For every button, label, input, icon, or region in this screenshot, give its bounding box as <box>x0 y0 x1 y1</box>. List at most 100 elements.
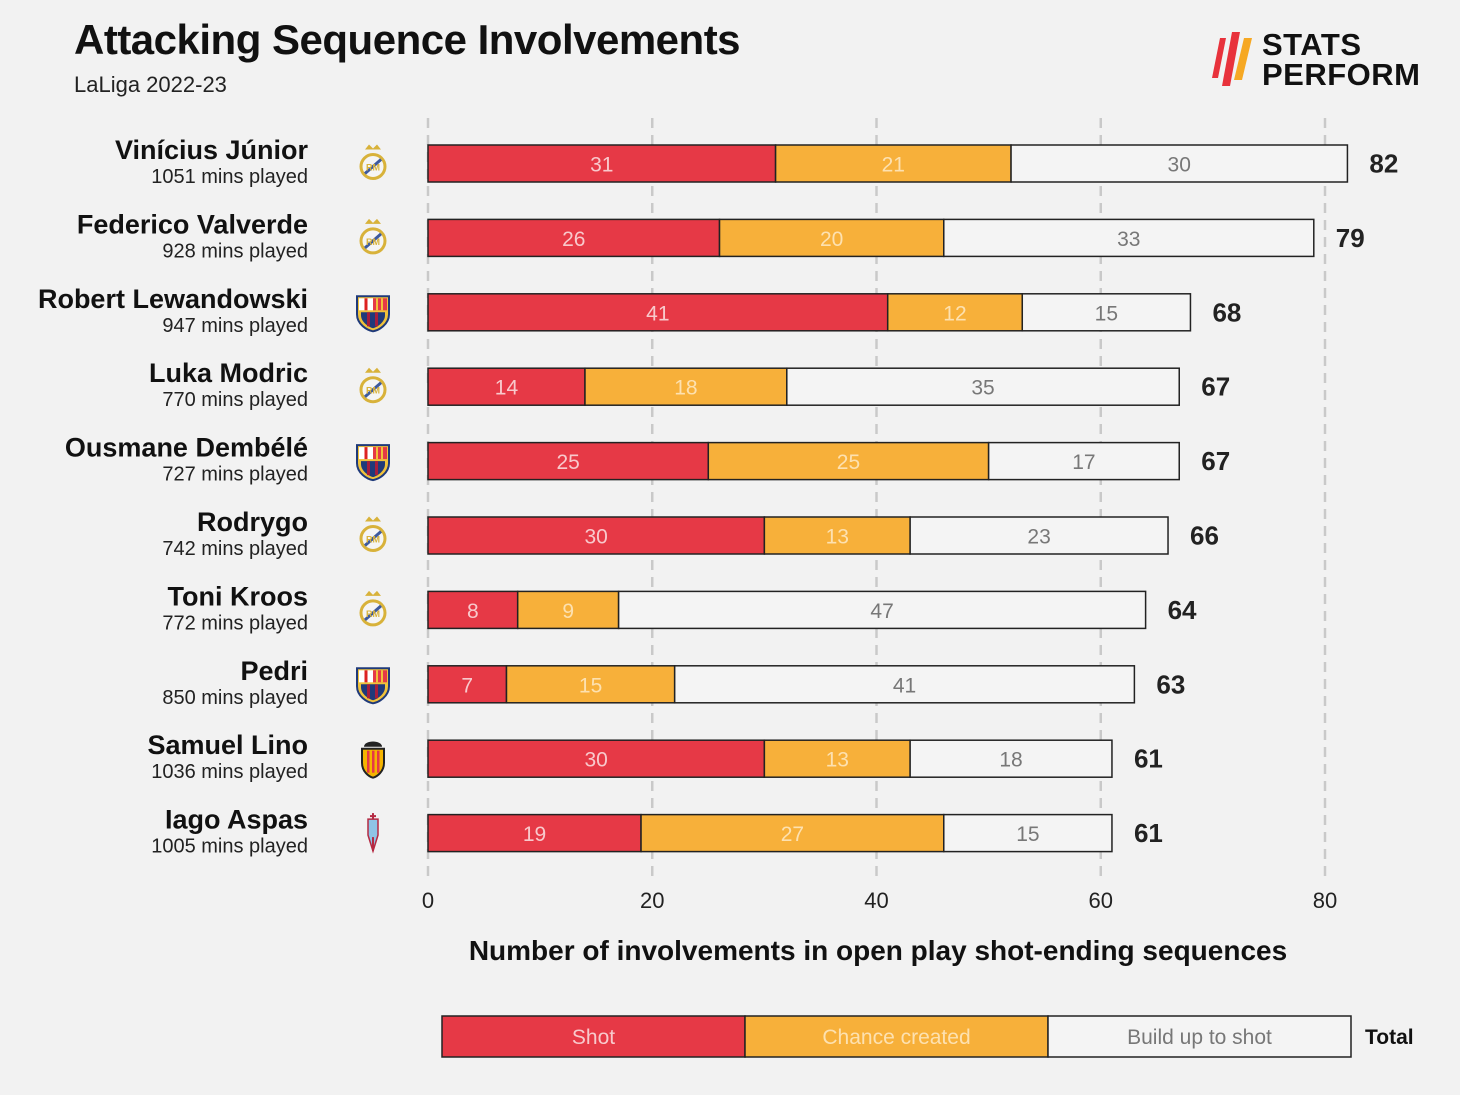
player-name: Vinícius Júnior <box>115 135 309 165</box>
player-mins-played: 1051 mins played <box>151 166 308 188</box>
total-value-label: 61 <box>1134 744 1163 774</box>
bar-segment-build-up-to-shot <box>617 590 1147 630</box>
bar-segment-shot <box>427 441 710 481</box>
legend-label: Shot <box>572 1026 615 1049</box>
real-madrid-crest-icon: RM <box>359 144 387 180</box>
total-value-label: 64 <box>1168 595 1197 625</box>
total-value-label: 67 <box>1201 446 1230 476</box>
player-name: Federico Valverde <box>77 209 308 239</box>
segment-value-label: 15 <box>579 674 602 697</box>
player-name: Robert Lewandowski <box>38 284 308 314</box>
segment-value-label: 25 <box>837 451 860 474</box>
segment-value-label: 30 <box>1168 154 1191 177</box>
segment-value-label: 15 <box>1016 823 1039 846</box>
valencia-crest-icon <box>361 741 385 779</box>
bar-segment-build-up-to-shot <box>943 813 1113 853</box>
player-mins-played: 772 mins played <box>162 612 308 634</box>
segment-value-label: 33 <box>1117 228 1140 251</box>
segment-value-label: 12 <box>943 302 966 325</box>
svg-text:RM: RM <box>366 535 380 545</box>
segment-value-label: 15 <box>1095 302 1118 325</box>
bar-segment-chance-created <box>640 813 945 853</box>
real-madrid-crest-icon: RM <box>359 367 387 404</box>
x-tick-label: 0 <box>422 888 434 913</box>
bar-segment-chance-created <box>516 590 620 630</box>
player-mins-played: 727 mins played <box>162 464 308 486</box>
bar-segment-chance-created <box>763 739 911 778</box>
segment-value-label: 35 <box>971 377 994 400</box>
bar-segment-chance-created <box>763 516 911 555</box>
segment-value-label: 23 <box>1027 526 1050 549</box>
bar-segment-build-up-to-shot <box>909 516 1169 555</box>
segment-value-label: 21 <box>882 154 905 177</box>
bar-segment-build-up-to-shot <box>1010 144 1349 183</box>
logo-line2: PERFORM <box>1262 57 1421 92</box>
svg-text:RM: RM <box>366 163 380 173</box>
player-mins-played: 1005 mins played <box>151 836 308 858</box>
barcelona-crest-icon <box>356 444 390 482</box>
player-mins-played: 947 mins played <box>162 315 308 337</box>
legend-label: Build up to shot <box>1127 1026 1272 1049</box>
bar-segment-shot <box>427 144 777 183</box>
segment-value-label: 7 <box>461 674 473 697</box>
segment-value-label: 41 <box>646 302 669 325</box>
bar-segment-chance-created <box>584 367 788 406</box>
barcelona-crest-icon <box>356 667 390 705</box>
bar-segment-shot <box>427 813 642 853</box>
segment-value-label: 17 <box>1072 451 1095 474</box>
bar-segment-chance-created <box>886 293 1024 332</box>
bar-segment-build-up-to-shot <box>909 739 1113 778</box>
x-tick-label: 40 <box>864 888 888 913</box>
segment-value-label: 9 <box>562 600 574 623</box>
x-tick-label: 80 <box>1313 888 1337 913</box>
stats-perform-logo: STATS PERFORM <box>1208 27 1428 94</box>
bar-segment-shot <box>427 218 721 258</box>
bar-segment-build-up-to-shot <box>673 665 1136 704</box>
svg-text:RM: RM <box>366 386 380 396</box>
segment-value-label: 27 <box>781 823 804 846</box>
player-name: Rodrygo <box>197 507 308 537</box>
segment-value-label: 18 <box>674 377 697 400</box>
segment-value-label: 41 <box>893 674 916 697</box>
total-value-label: 63 <box>1156 669 1185 699</box>
real-madrid-crest-icon: RM <box>359 516 387 552</box>
segment-value-label: 19 <box>523 823 546 846</box>
bar-segment-shot <box>427 367 586 406</box>
segment-value-label: 25 <box>556 451 579 474</box>
stats-perform-logo-text: STATS PERFORM <box>1262 27 1421 92</box>
total-value-label: 79 <box>1336 223 1365 253</box>
player-name: Luka Modric <box>149 358 308 388</box>
player-name: Iago Aspas <box>165 805 308 835</box>
logo-line1: STATS <box>1262 27 1362 62</box>
player-name: Samuel Lino <box>147 730 308 760</box>
bar-segment-shot <box>427 516 766 555</box>
segment-value-label: 18 <box>999 749 1022 772</box>
x-tick-label: 20 <box>640 888 664 913</box>
svg-text:RM: RM <box>366 609 380 619</box>
bar-segment-shot <box>427 665 508 704</box>
legend: Shot Chance created Build up to shot Total <box>441 1015 1414 1058</box>
segment-value-label: 14 <box>495 377 519 400</box>
legend-total-label: Total <box>1365 1026 1414 1049</box>
legend-label: Chance created <box>822 1026 970 1049</box>
segment-value-label: 47 <box>870 600 893 623</box>
total-value-label: 61 <box>1134 818 1163 848</box>
bar-segment-build-up-to-shot <box>943 218 1315 258</box>
x-tick-label: 60 <box>1089 888 1113 913</box>
barcelona-crest-icon <box>356 295 390 333</box>
bar-segment-build-up-to-shot <box>786 367 1180 406</box>
chart-subtitle: LaLiga 2022-23 <box>74 72 227 97</box>
legend-swatch <box>441 1015 746 1058</box>
player-mins-played: 770 mins played <box>162 389 308 411</box>
legend-swatch <box>1047 1015 1352 1058</box>
total-value-label: 67 <box>1201 372 1230 402</box>
celta-vigo-crest-icon <box>367 813 379 854</box>
